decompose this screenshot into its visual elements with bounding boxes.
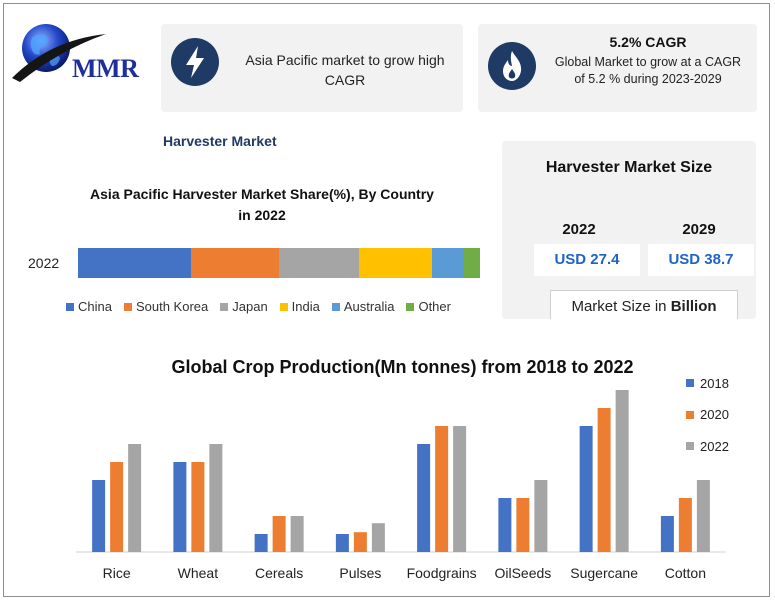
crop-legend-label: 2022 <box>700 438 729 454</box>
crop-bar-foodgrains-2022 <box>453 426 467 552</box>
crop-bar-cereals-2020 <box>272 516 286 552</box>
crop-bar-wheat-2022 <box>209 444 223 552</box>
crop-bar-pulses-2020 <box>353 532 367 552</box>
crop-chart-legend: 2018 2020 2022 <box>686 375 729 470</box>
crop-legend-label: 2018 <box>700 375 729 391</box>
section-title: Harvester Market <box>163 133 277 149</box>
crop-bar-wheat-2018 <box>173 462 187 552</box>
share-legend-label: South Korea <box>135 299 209 314</box>
flame-icon <box>503 51 522 81</box>
share-segment-india <box>359 248 432 278</box>
cagr-title: 5.2% CAGR <box>609 34 687 50</box>
share-chart-legend: China South Korea Japan India Australia Other <box>66 299 451 314</box>
crop-bar-pulses-2022 <box>371 523 385 552</box>
crop-bar-cereals-2022 <box>290 516 304 552</box>
share-legend-swatch <box>66 302 74 311</box>
crop-category-label-cotton: Cotton <box>665 565 706 581</box>
share-segment-other <box>463 248 480 278</box>
crop-bar-cotton-2020 <box>678 498 692 552</box>
crop-bar-rice-2022 <box>128 444 142 552</box>
share-legend-swatch <box>220 302 229 311</box>
crop-legend-label: 2020 <box>700 407 729 422</box>
crop-legend-item-2018: 2018 <box>686 375 729 391</box>
crop-category-label-cereals: Cereals <box>255 565 303 581</box>
crop-bar-oilseeds-2020 <box>516 498 530 552</box>
crop-bar-foodgrains-2018 <box>417 444 431 552</box>
crop-bar-rice-2018 <box>92 480 106 552</box>
market-size-value-2022: USD 27.4 <box>534 244 640 276</box>
crop-bar-sugercane-2018 <box>579 426 593 552</box>
share-legend-label: China <box>78 299 112 314</box>
share-legend-label: Other <box>418 299 451 314</box>
crop-bar-oilseeds-2022 <box>534 480 548 552</box>
crop-category-label-wheat: Wheat <box>178 565 219 581</box>
share-segment-australia <box>431 248 464 278</box>
crop-legend-item-2020: 2020 <box>686 407 729 423</box>
market-size-title: Harvester Market Size <box>545 159 713 176</box>
market-size-year-2022: 2022 <box>562 221 596 238</box>
share-legend-swatch <box>279 302 288 311</box>
logo-text: MMR <box>72 54 139 83</box>
crop-legend-swatch <box>686 379 694 387</box>
crop-bar-cotton-2018 <box>660 516 674 552</box>
share-legend-item-other: Other <box>406 299 451 314</box>
crop-bar-cotton-2022 <box>696 480 710 552</box>
crop-category-label-sugercane: Sugercane <box>570 565 638 581</box>
market-size-value-2029: USD 38.7 <box>648 244 754 276</box>
crop-bar-rice-2020 <box>110 462 124 552</box>
lightning-icon-circle <box>171 38 219 86</box>
share-legend-swatch <box>406 302 415 311</box>
crop-category-label-oilseeds: OilSeeds <box>494 565 551 581</box>
card1-text: Asia Pacific market to grow high CAGR <box>245 52 445 88</box>
lightning-icon <box>186 46 204 78</box>
share-segment-japan <box>279 248 360 278</box>
share-legend-item-china: China <box>66 299 112 314</box>
share-legend-label: Japan <box>232 299 268 314</box>
crop-legend-swatch <box>686 442 694 450</box>
market-size-panel: Harvester Market Size 2022 2029 USD 27.4… <box>502 141 756 319</box>
crop-category-label-foodgrains: Foodgrains <box>407 565 477 581</box>
crop-bar-pulses-2018 <box>335 534 349 552</box>
crop-bar-foodgrains-2020 <box>435 426 449 552</box>
crop-bar-sugercane-2020 <box>597 408 611 552</box>
mmr-logo: MMR <box>10 20 160 90</box>
crop-chart-title: Global Crop Production(Mn tonnes) from 2… <box>171 357 634 377</box>
highlight-card-cagr: 5.2% CAGR Global Market to grow at a CAG… <box>478 24 757 112</box>
cagr-text: Global Market to grow at a CAGR of 5.2 %… <box>554 55 742 86</box>
market-size-unit-bold: Billion <box>670 298 717 315</box>
crop-bar-wheat-2020 <box>191 462 205 552</box>
share-chart-category-label: 2022 <box>28 255 60 271</box>
highlight-card-asia-pacific: Asia Pacific market to grow high CAGR <box>161 24 463 112</box>
crop-bar-oilseeds-2018 <box>498 498 512 552</box>
share-legend-label: India <box>291 299 320 314</box>
share-legend-swatch <box>123 302 132 311</box>
share-stacked-bar <box>78 248 480 278</box>
share-legend-swatch <box>331 302 340 311</box>
crop-legend-item-2022: 2022 <box>686 438 729 454</box>
share-legend-label: Australia <box>343 299 395 314</box>
globe-icon <box>12 24 106 82</box>
crop-legend-swatch <box>686 410 694 419</box>
crop-bar-cereals-2018 <box>254 534 268 552</box>
share-legend-item-india: India <box>279 299 320 314</box>
crop-bar-sugercane-2022 <box>615 390 629 552</box>
share-legend-item-south-korea: South Korea <box>123 299 209 314</box>
crop-category-label-rice: Rice <box>103 565 131 581</box>
share-segment-south-korea <box>190 248 279 278</box>
share-segment-china <box>78 248 191 278</box>
share-legend-item-australia: Australia <box>331 299 395 314</box>
crop-category-label-pulses: Pulses <box>339 565 381 581</box>
flame-icon-circle <box>488 42 536 90</box>
share-chart-title: Asia Pacific Harvester Market Share(%), … <box>90 186 434 223</box>
market-size-unit-prefix: Market Size in <box>571 298 667 315</box>
market-size-unit: Market Size in Billion <box>550 290 738 319</box>
share-legend-item-japan: Japan <box>220 299 268 314</box>
market-size-year-2029: 2029 <box>682 221 716 238</box>
